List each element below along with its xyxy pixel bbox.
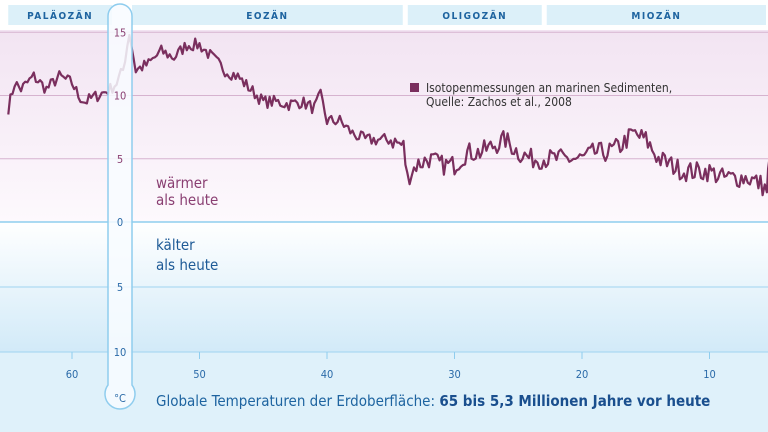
x-tick-label: 60 [66, 368, 79, 381]
epoch-band [8, 5, 112, 25]
title-normal: Globale Temperaturen der Erdoberfläche: [156, 392, 435, 410]
cold-label-1: kälter [156, 236, 195, 254]
chart-title: Globale Temperaturen der Erdoberfläche: … [156, 392, 710, 410]
epoch-label: EOZÄN [246, 8, 288, 22]
epoch-label: PALÄOZÄN [27, 8, 93, 22]
y-tick-label: 5 [117, 281, 123, 294]
warm-label-2: als heute [156, 191, 218, 209]
epoch-band [546, 5, 766, 25]
cold-label-2: als heute [156, 256, 218, 274]
legend-line-2: Quelle: Zachos et al., 2008 [426, 95, 572, 109]
x-tick-label: 50 [193, 368, 206, 381]
warm-label-1: wärmer [156, 174, 208, 192]
y-tick-label: 0 [117, 216, 123, 229]
x-tick-label: 20 [576, 368, 589, 381]
y-tick-label: 10 [114, 90, 127, 103]
title-bold: 65 bis 5,3 Millionen Jahre vor heute [439, 392, 710, 410]
epoch-band [407, 5, 542, 25]
unit-label: °C [114, 392, 126, 405]
y-tick-label: 10 [114, 346, 127, 359]
y-tick-label: 15 [114, 26, 127, 39]
y-tick-label: 5 [117, 153, 123, 166]
epoch-band [132, 5, 403, 25]
epoch-label: MIOZÄN [631, 8, 681, 22]
x-tick-label: 10 [703, 368, 716, 381]
x-tick-label: 40 [321, 368, 334, 381]
x-tick-label: 30 [448, 368, 461, 381]
thermometer: °C [104, 3, 136, 410]
legend-swatch [410, 83, 419, 92]
series-line [7, 33, 768, 197]
legend-line-1: Isotopenmessungen an marinen Sedimenten, [426, 81, 672, 95]
epoch-label: OLIGOZÄN [442, 8, 507, 22]
